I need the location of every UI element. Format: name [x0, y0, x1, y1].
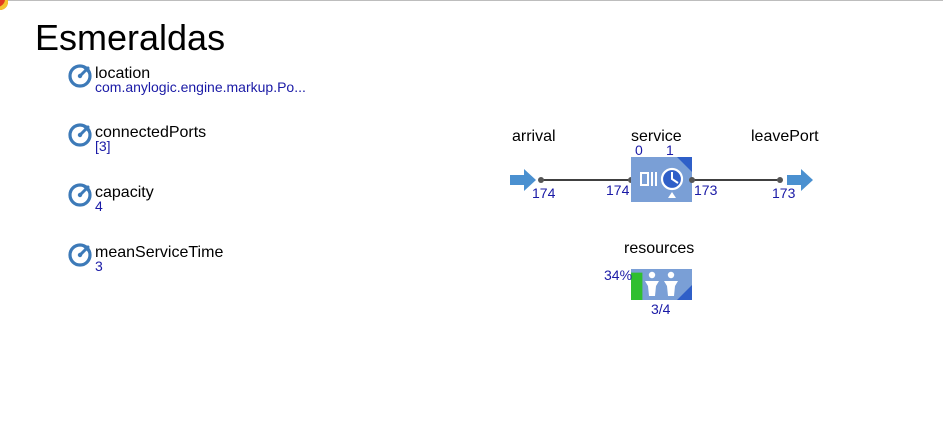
parameter-icon [68, 64, 92, 88]
corner-indicator-icon [0, 0, 8, 10]
parameter-name: location [95, 65, 151, 82]
service-out-count: 173 [694, 182, 718, 198]
service-queue-count: 0 [635, 142, 643, 158]
arrival-out-port[interactable] [538, 177, 544, 183]
resources-label: resources [624, 240, 695, 257]
leaveport-in-port[interactable] [777, 177, 783, 183]
parameter-name: capacity [95, 184, 154, 201]
parameter-icon [68, 123, 92, 147]
service-in-service-count: 1 [666, 142, 674, 158]
arrival-block[interactable] [510, 169, 536, 191]
exit-arrow-icon [787, 169, 813, 191]
service-label: service [631, 128, 682, 145]
parameter-icon [68, 183, 92, 207]
parameter-value: 4 [95, 198, 103, 214]
leaveport-label: leavePort [751, 128, 819, 145]
parameter-icon [68, 243, 92, 267]
resources-busy-ratio: 3/4 [651, 301, 671, 317]
service-clock-icon [640, 167, 684, 198]
resources-utilization: 34% [604, 267, 633, 283]
service-in-count: 174 [606, 182, 630, 198]
resources-block[interactable] [631, 269, 692, 300]
top-divider [0, 0, 943, 1]
resource-pool-people-icon [645, 271, 678, 296]
enter-arrow-icon [510, 169, 536, 191]
parameter-value: com.anylogic.engine.markup.Po... [95, 79, 306, 95]
parameter-value: 3 [95, 258, 103, 274]
arrival-out-count: 174 [532, 185, 556, 201]
arrival-label: arrival [512, 128, 556, 145]
service-block[interactable] [631, 157, 692, 202]
agent-title: Esmeraldas [35, 17, 226, 58]
parameter-name: connectedPorts [95, 124, 207, 141]
parameter-name: meanServiceTime [95, 244, 224, 261]
leaveport-block[interactable] [787, 169, 813, 191]
leaveport-in-count: 173 [772, 185, 796, 201]
service-out-port[interactable] [689, 177, 695, 183]
parameter-value: [3] [95, 138, 111, 154]
resources-utilization-bar [631, 272, 643, 300]
